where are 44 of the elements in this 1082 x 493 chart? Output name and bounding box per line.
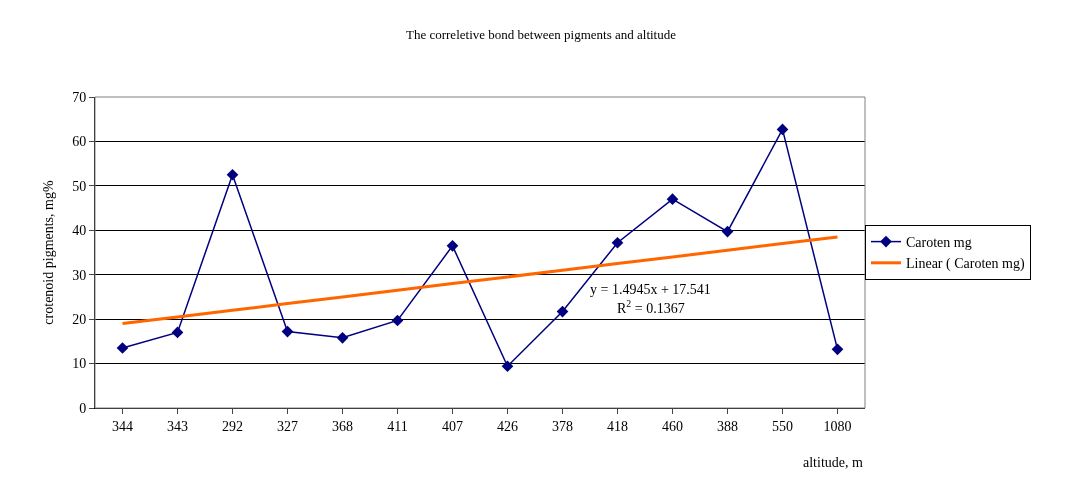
annotation: y = 1.4945x + 17.541 [590,282,711,297]
x-tick-label: 343 [167,418,188,434]
x-tick-label: 344 [112,418,133,434]
y-tick-label: 70 [72,89,87,105]
point [831,343,844,356]
x-tick-label: 378 [552,418,573,434]
line-series [121,235,839,326]
x-tick-label: 411 [387,418,408,434]
y-tick-label: 20 [72,312,87,328]
point [281,325,294,338]
x-tick-label: 1080 [823,418,852,434]
legend-label: Caroten mg [906,235,972,251]
point [611,236,624,249]
point [171,326,184,339]
point [226,168,239,181]
y-tick-label: 50 [72,178,87,194]
x-tick-label: 426 [497,418,518,434]
point [116,342,129,354]
point [336,331,349,344]
y-tick-label: 40 [72,223,87,239]
point [666,193,679,206]
x-axis-title: altitude, m [803,455,863,470]
chart-title: The correletive bond between pigments and altitude [405,26,677,42]
point [501,360,514,373]
legend-label: Linear ( Caroten mg) [906,256,1025,273]
point [776,123,789,136]
x-tick-label: 407 [442,418,463,434]
y-tick-label: 0 [79,400,87,416]
x-tick-label: 388 [717,418,738,434]
x-tick-label: 418 [607,418,628,434]
x-tick-label: 292 [222,418,243,434]
x-tick-label: 368 [332,418,353,434]
y-tick-label: 10 [72,356,87,372]
y-axis-title: crotenoid pigments, mg% [40,180,56,325]
point [721,225,734,238]
point [556,305,569,318]
point [391,314,404,327]
x-tick-label: 460 [662,418,683,434]
point [446,239,459,252]
x-tick-label: 550 [772,418,793,434]
annotation: R$^{2}$ = 0.1367 [617,298,685,316]
y-tick-label: 30 [72,267,87,283]
y-tick-label: 60 [72,134,87,150]
x-tick-label: 327 [277,418,298,434]
